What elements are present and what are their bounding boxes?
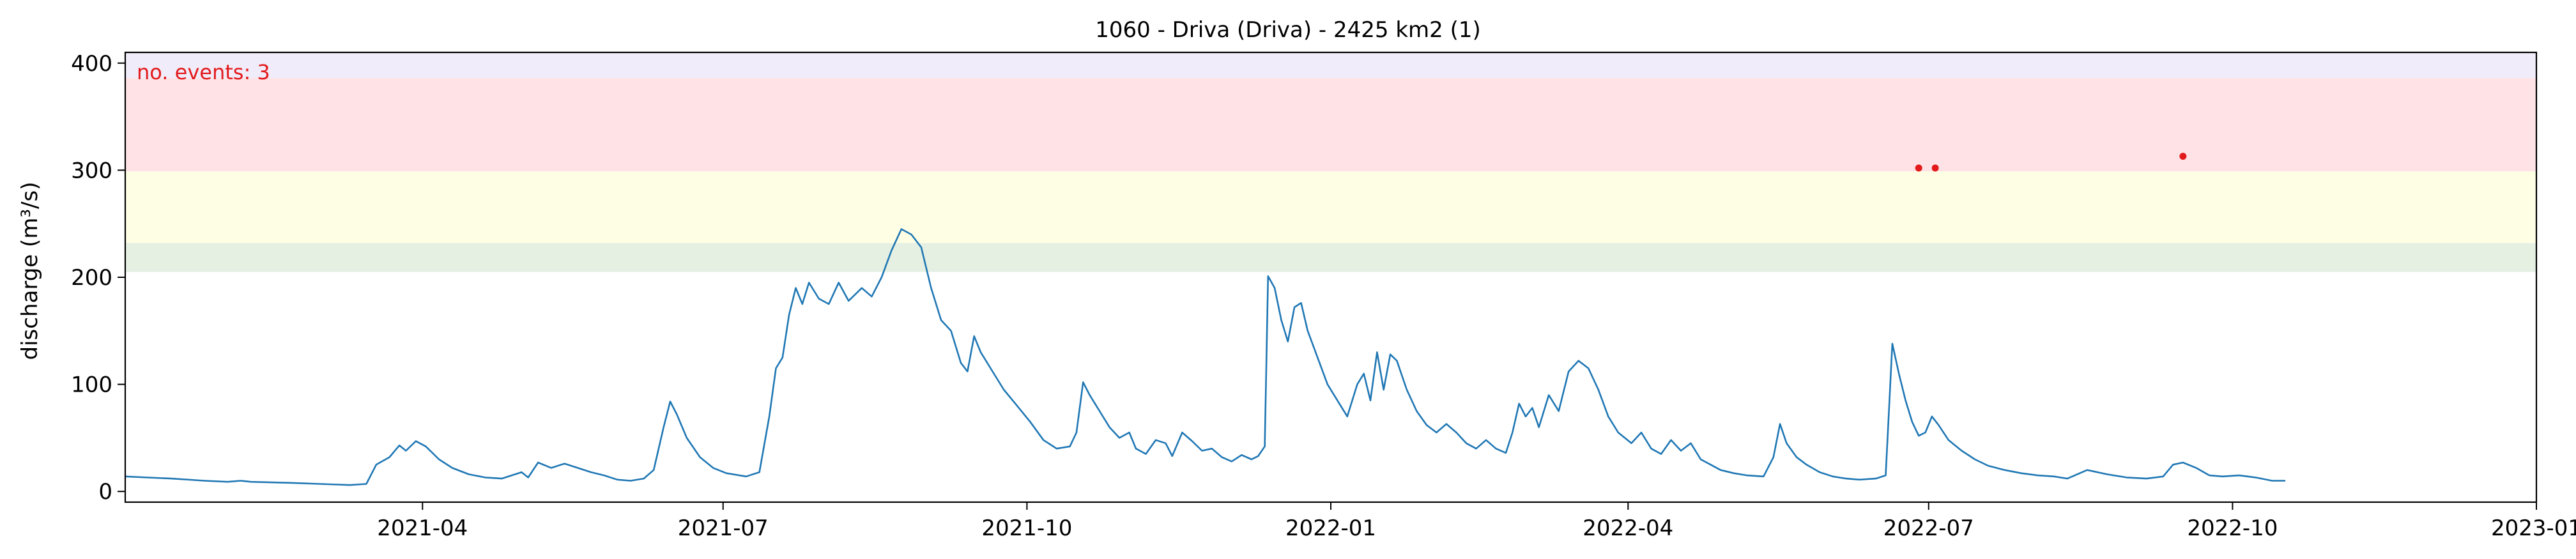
event-marker-3 bbox=[2179, 153, 2187, 160]
threshold-bands bbox=[125, 52, 2536, 272]
event-marker-1 bbox=[1915, 164, 1922, 172]
threshold-band-2 bbox=[125, 171, 2536, 243]
x-tick-label: 2021-07 bbox=[678, 516, 769, 541]
discharge-series-line bbox=[125, 228, 2286, 486]
chart-title: 1060 - Driva (Driva) - 2425 km2 (1) bbox=[1095, 17, 1481, 43]
y-axis-label: discharge (m³/s) bbox=[17, 182, 43, 360]
event-marker-2 bbox=[1931, 164, 1939, 172]
x-tick-label: 2022-07 bbox=[1883, 516, 1974, 541]
x-tick-label: 2022-10 bbox=[2187, 516, 2278, 541]
y-tick-label: 200 bbox=[71, 265, 112, 291]
y-tick-label: 400 bbox=[71, 51, 112, 77]
events-count-annotation: no. events: 3 bbox=[137, 60, 270, 84]
x-axis: 2021-04 2021-07 2021-10 2022-01 2022-04 2022-… bbox=[377, 502, 2576, 541]
threshold-band-3 bbox=[125, 78, 2536, 172]
threshold-band-4 bbox=[125, 52, 2536, 79]
x-tick-label: 2021-04 bbox=[377, 516, 468, 541]
x-tick-label: 2021-10 bbox=[981, 516, 1072, 541]
y-tick-label: 0 bbox=[98, 479, 112, 505]
x-tick-label: 2022-01 bbox=[1285, 516, 1376, 541]
threshold-band-1 bbox=[125, 243, 2536, 272]
y-tick-label: 100 bbox=[71, 372, 112, 398]
x-tick-label: 2022-04 bbox=[1583, 516, 1673, 541]
x-tick-label: 2023-01 bbox=[2491, 516, 2576, 541]
y-tick-label: 300 bbox=[71, 158, 112, 183]
y-axis: 0 100 200 300 400 bbox=[71, 51, 125, 505]
series-layer bbox=[125, 228, 2286, 486]
events-layer bbox=[1915, 153, 2187, 172]
